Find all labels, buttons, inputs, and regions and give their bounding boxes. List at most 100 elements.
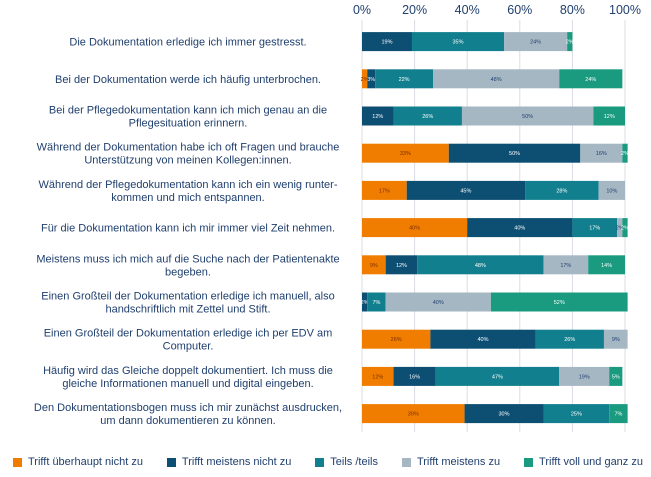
data-label: 40% [409, 226, 420, 232]
data-label: 39% [408, 412, 419, 418]
data-label: 50% [522, 114, 533, 120]
data-label: 30% [499, 412, 510, 418]
data-label: 2% [621, 151, 629, 157]
category-label: Computer. [163, 341, 214, 353]
bar-segment [567, 32, 573, 52]
bar-segment [593, 106, 625, 126]
category-label: handschriftlich mit Zettel und Stift. [105, 304, 270, 316]
data-label: 17% [589, 226, 600, 232]
category-label: Während der Pflegedokumentation kann ich… [38, 179, 337, 191]
bar-segment [362, 180, 407, 200]
data-label: 24% [585, 77, 596, 83]
data-label: 50% [509, 151, 520, 157]
data-label: 48% [491, 77, 502, 83]
data-label: 19% [579, 374, 590, 380]
bar-segment [490, 292, 628, 312]
category-label: Einen Großteil der Dokumentation erledig… [44, 328, 333, 340]
bar-segment [385, 292, 491, 312]
data-label: 26% [391, 337, 402, 343]
data-label: 9% [370, 263, 378, 269]
bar-segment [617, 218, 623, 238]
data-label: 45% [460, 188, 471, 194]
bar-segment [622, 143, 628, 163]
data-label: 17% [560, 263, 571, 269]
category-label: begeben. [165, 266, 211, 278]
data-label: 16% [409, 374, 420, 380]
bar-segment [375, 69, 434, 89]
x-tick-label: 20% [402, 3, 427, 17]
data-label: 52% [554, 300, 565, 306]
data-label: 40% [433, 300, 444, 306]
bar-segment [543, 404, 610, 424]
category-label: Die Dokumentation erledige ich immer ges… [69, 37, 306, 49]
bar-segment [362, 404, 465, 424]
bar-segment [362, 255, 386, 275]
data-label: 19% [381, 40, 392, 46]
bar-segment [461, 106, 594, 126]
bar-segment [572, 218, 618, 238]
bar-segment [448, 143, 581, 163]
x-tick-label: 0% [353, 3, 371, 17]
category-label: Häufig wird das Gleiche doppelt dokument… [43, 365, 333, 377]
category-label: gleiche Informationen manuell und digita… [62, 378, 313, 390]
bar-segment [362, 218, 468, 238]
category-label: Den Dokumentationsbogen muss ich mir zun… [34, 402, 342, 414]
bar-segment [367, 292, 386, 312]
legend-label: Trifft meistens nicht zu [181, 456, 292, 468]
data-label: 9% [612, 337, 620, 343]
bar-segment [559, 366, 610, 386]
data-label: 33% [400, 151, 411, 157]
data-label: 2% [616, 226, 624, 232]
legend-item: Trifft meistens nicht zu [166, 456, 292, 468]
data-label: 48% [475, 263, 486, 269]
bar-segment [525, 180, 599, 200]
data-label: 12% [372, 374, 383, 380]
bar-segment [362, 32, 412, 52]
bar-segment [535, 329, 604, 349]
data-label: 25% [571, 412, 582, 418]
chart-legend: Trifft überhaupt nicht zu Trifft meistens… [13, 451, 643, 473]
bar-segment [362, 69, 368, 89]
data-label: 2% [361, 300, 369, 306]
bar-segment [406, 180, 526, 200]
bar-segment [393, 366, 436, 386]
data-label: 47% [492, 374, 503, 380]
legend-item: Teils /teils [315, 456, 378, 468]
bar-segment [385, 255, 418, 275]
bar-segment [430, 329, 536, 349]
data-label: 24% [530, 40, 541, 46]
data-label: 14% [601, 263, 612, 269]
bar-segment [598, 180, 625, 200]
bar-segment [435, 366, 560, 386]
bar-segment [433, 69, 560, 89]
bar-segment [588, 255, 625, 275]
category-label: Pflegesituation erinnern. [129, 118, 248, 130]
data-label: 35% [452, 40, 463, 46]
legend-label: Teils /teils [330, 456, 378, 468]
legend-swatch [166, 457, 176, 467]
legend-label: Trifft meistens zu [416, 456, 501, 468]
data-label: 40% [514, 226, 525, 232]
x-tick-label: 40% [455, 3, 480, 17]
data-label: 40% [477, 337, 488, 343]
data-label: 12% [604, 114, 615, 120]
data-label: 26% [422, 114, 433, 120]
data-label: 22% [399, 77, 410, 83]
bar-segment [362, 106, 394, 126]
bar-segment [609, 366, 623, 386]
category-label: Bei der Dokumentation werde ich häufig u… [55, 74, 321, 86]
x-tick-label: 100% [609, 3, 641, 17]
category-label: Bei der Pflegedokumentation kann ich mic… [49, 105, 327, 117]
bar-segment [603, 329, 628, 349]
data-label: 16% [596, 151, 607, 157]
legend-item: Trifft überhaupt nicht zu [13, 456, 143, 468]
data-label: 2% [566, 40, 574, 46]
bar-segment [362, 366, 394, 386]
bar-segment [362, 329, 431, 349]
bar-segment [504, 32, 568, 52]
bar-segment [559, 69, 623, 89]
data-label: 2% [361, 77, 369, 83]
category-label: Während der Dokumentation habe ich oft F… [37, 142, 340, 154]
bar-segment [467, 218, 573, 238]
category-label: Meistens muss ich mich auf die Suche nac… [36, 253, 339, 265]
